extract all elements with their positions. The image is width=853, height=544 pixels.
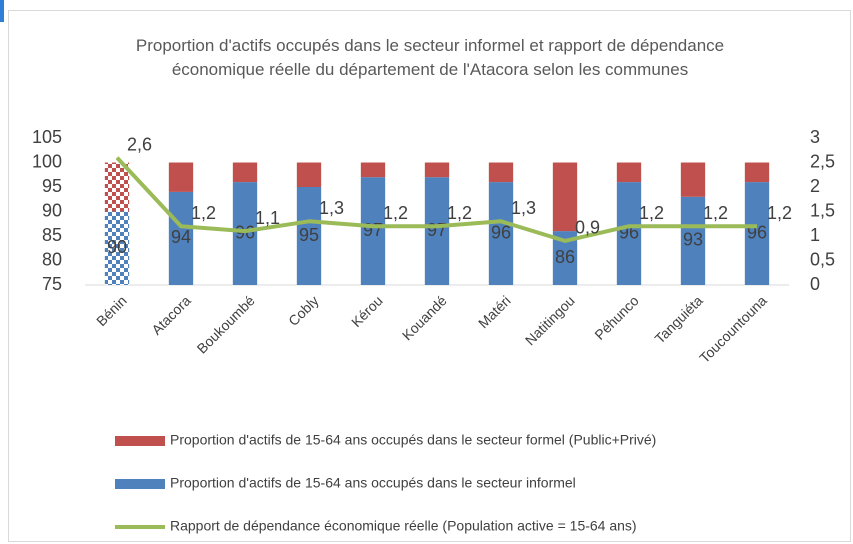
bar-value-label: 93 (683, 230, 703, 250)
line-value-label: 1,3 (511, 198, 536, 218)
category-label-group: Cobly (285, 292, 322, 329)
legend-swatch (115, 479, 165, 489)
bar-informel (424, 177, 450, 285)
y-tick-label: 90 (42, 200, 62, 220)
x-tick-label: Toucountouna (696, 292, 770, 366)
category-label-group: Bénin (93, 292, 130, 329)
y-tick-label: 85 (42, 225, 62, 245)
bar-informel (232, 182, 258, 285)
y-tick-label: 100 (32, 151, 62, 171)
bar-informel (104, 211, 130, 285)
bar-informel (488, 182, 514, 285)
bar-formel (424, 162, 450, 178)
bar-formel (168, 162, 194, 192)
bar-informel (168, 191, 194, 285)
y2-tick-label: 1,5 (810, 200, 835, 220)
bar-value-label: 90 (107, 237, 127, 257)
x-tick-label: Cobly (285, 292, 322, 329)
bar-formel (616, 162, 642, 183)
bar-value-label: 86 (555, 247, 575, 267)
line-value-label: 1,2 (639, 203, 664, 223)
category-label-group: Boukoumbé (194, 292, 258, 356)
line-value-label: 0,9 (575, 218, 600, 238)
y2-tick-label: 2 (810, 176, 820, 196)
line-value-label: 1,2 (383, 203, 408, 223)
y2-tick-label: 0,5 (810, 249, 835, 269)
bar-informel (360, 177, 386, 285)
bar-value-label: 95 (299, 225, 319, 245)
category-label-group: Matéri (475, 292, 514, 331)
category-label-group: Toucountouna (696, 292, 770, 366)
bar-value-label: 94 (171, 227, 191, 247)
legend-label: Rapport de dépendance économique réelle … (170, 518, 637, 534)
bar-informel (744, 182, 770, 285)
chart-title: Proportion d'actifs occupés dans le sect… (135, 36, 725, 79)
line-value-label: 1,3 (319, 198, 344, 218)
bar-formel (488, 162, 514, 183)
line-value-label: 1,1 (255, 208, 280, 228)
bar-informel (296, 187, 322, 285)
category-label-group: Natitingou (522, 292, 578, 348)
y-tick-label: 80 (42, 249, 62, 269)
x-tick-label: Tanguiéta (651, 292, 705, 346)
y2-tick-label: 3 (810, 127, 820, 147)
category-label-group: Atacora (148, 292, 194, 338)
bar-value-label: 97 (363, 220, 383, 240)
y2-tick-label: 2,5 (810, 151, 835, 171)
line-value-label: 1,2 (767, 203, 792, 223)
y2-tick-label: 0 (810, 274, 820, 294)
category-label-group: Kérou (348, 292, 386, 330)
chart-frame (8, 10, 851, 542)
y-tick-label: 75 (42, 274, 62, 294)
bar-informel (680, 196, 706, 285)
x-tick-label: Atacora (148, 292, 194, 338)
category-label-group: Kouandé (399, 292, 450, 343)
bar-informel (616, 182, 642, 285)
line-value-label: 1,2 (703, 203, 728, 223)
x-tick-label: Matéri (475, 292, 514, 331)
x-tick-label: Péhunco (591, 292, 642, 343)
line-value-label: 1,2 (447, 203, 472, 223)
bar-formel (744, 162, 770, 183)
bar-formel (104, 162, 130, 212)
line-value-label: 1,2 (191, 203, 216, 223)
bar-formel (232, 162, 258, 183)
category-label-group: Péhunco (591, 292, 642, 343)
line-value-label: 2,6 (127, 134, 152, 154)
bar-value-label: 96 (491, 222, 511, 242)
y-tick-label: 95 (42, 176, 62, 196)
bar-value-label: 97 (427, 220, 447, 240)
bar-formel (296, 162, 322, 187)
x-tick-label: Kouandé (399, 292, 450, 343)
x-tick-label: Natitingou (522, 292, 578, 348)
legend-label: Proportion d'actifs de 15-64 ans occupés… (170, 475, 576, 491)
category-label-group: Tanguiéta (651, 292, 705, 346)
bar-formel (680, 162, 706, 197)
x-tick-label: Kérou (348, 292, 386, 330)
x-tick-label: Bénin (93, 292, 130, 329)
bar-formel (360, 162, 386, 178)
y-tick-label: 105 (32, 127, 62, 147)
line-series (115, 156, 757, 243)
x-tick-label: Boukoumbé (194, 292, 258, 356)
legend-swatch (115, 436, 165, 446)
bar-formel (552, 162, 578, 232)
legend-label: Proportion d'actifs de 15-64 ans occupés… (170, 432, 656, 448)
y2-tick-label: 1 (810, 225, 820, 245)
accent (0, 0, 4, 22)
